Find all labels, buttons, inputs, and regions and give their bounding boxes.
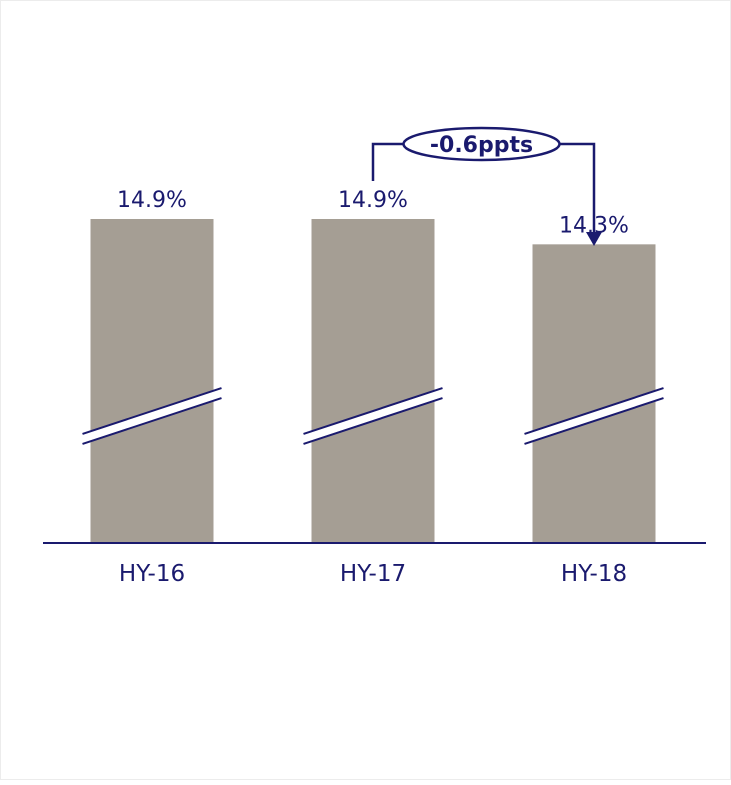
axis-break-gap [80,388,224,444]
bar [90,219,214,543]
bars-layer [43,219,706,544]
category-label: HY-18 [561,561,627,587]
category-label: HY-16 [119,561,185,587]
value-label: 14.9% [338,188,408,213]
axis-break-line [82,387,222,435]
value-label: 14.9% [117,188,187,213]
category-label: HY-17 [340,561,406,587]
axis-break-gap [301,388,445,444]
annotation-label: -0.6ppts [430,133,533,158]
bar-group [301,219,445,543]
axis-break-line [303,397,443,445]
arrow-head [586,232,602,246]
axis-break-line [524,397,664,445]
change-annotation: -0.6ppts [371,126,602,246]
bar [311,219,435,543]
annotation-ellipse [402,126,561,162]
axis-break-gap [522,388,666,444]
axis-break-line [524,387,664,435]
bar [532,244,656,544]
axis-break-line [303,387,443,435]
axis-break-line [82,397,222,445]
bar-group [522,244,666,544]
bar-group [80,219,224,543]
